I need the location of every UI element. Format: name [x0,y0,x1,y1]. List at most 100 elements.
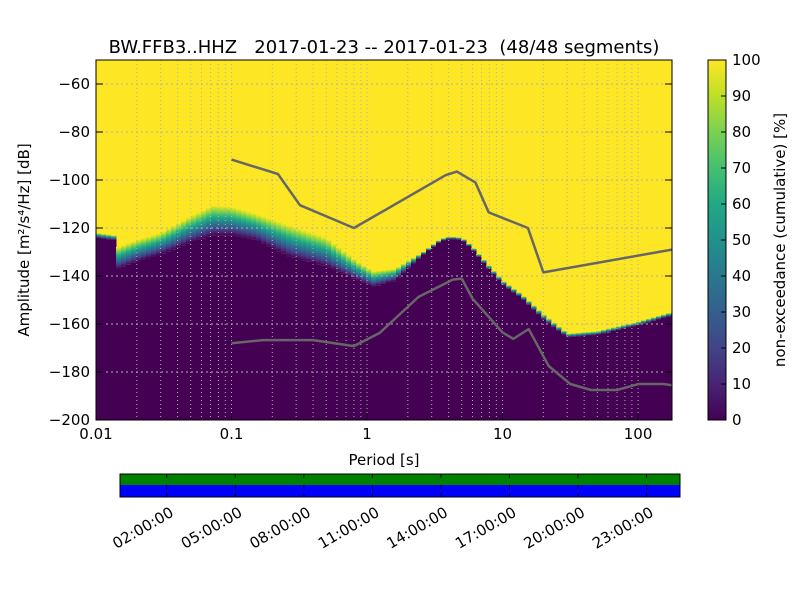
density-column-band [291,226,297,258]
density-column-low [431,246,437,420]
colorbar-tick-label: 70 [732,159,751,177]
density-column-band [651,317,657,321]
density-column-low [211,235,217,420]
colorbar: 0 10 20 30 40 50 60 70 80 90 100 non-exceedance (c… [707,51,789,429]
density-column-low [171,249,177,420]
density-column-low [466,246,472,420]
density-column-band [311,233,317,264]
density-column-band [516,292,522,296]
density-column-band [221,205,227,236]
density-column-low [616,329,622,420]
x-tick-label: 0.1 [220,425,244,443]
density-column-band [491,270,497,275]
density-column-band [161,231,167,254]
density-column-band [236,208,242,237]
density-column-low [606,332,612,420]
density-column-band [426,248,432,251]
density-column-band [396,266,402,278]
density-column-low [441,240,447,420]
density-column-low [96,237,102,420]
density-column-band [356,262,362,281]
density-column-low [226,235,232,420]
density-column-low [356,280,362,420]
density-column-low [121,266,127,420]
density-column-low [151,256,157,420]
density-column-low [636,325,642,420]
data-coverage-bar: 02:00:00 05:00:00 08:00:00 11:00:00 14:00:00… [109,473,681,553]
coverage-frame [119,473,681,498]
density-column-low [436,242,442,420]
density-column-band [341,251,347,274]
y-axis-label: Amplitude [m²/s⁴/Hz] [dB] [15,143,33,336]
density-column-band [606,328,612,333]
density-column-low [126,264,132,420]
density-column-low [236,236,242,420]
density-column-low [651,320,657,420]
density-column-band [391,268,397,282]
used-segments-strip [120,485,680,497]
data-availability-strip [120,474,680,485]
density-column-low [376,285,382,420]
density-column-band [186,217,192,244]
density-column-low [146,258,152,420]
density-column-band [531,305,537,310]
density-column-low [591,335,597,420]
density-column-low [576,336,582,420]
density-column-low [536,314,542,420]
density-column-low [166,251,172,420]
colorbar-tick-label: 40 [732,267,751,285]
density-column-low [601,333,607,420]
density-column-band [456,237,462,240]
density-column-band [571,333,577,337]
colorbar-tick-label: 30 [732,303,751,321]
density-column-low [156,255,162,420]
y-tick-label: −100 [49,171,90,189]
density-column-low [526,304,532,420]
density-column-band [141,237,147,260]
density-column-low [326,267,332,420]
density-column-band [546,318,552,324]
density-column-band [206,207,212,237]
density-column-low [571,336,577,420]
density-column-low [351,278,357,420]
density-column-low [366,284,372,420]
density-column-low [471,250,477,420]
density-column-low [331,269,337,420]
density-column-band [386,269,392,283]
density-column-low [421,254,427,420]
density-column-low [206,236,212,420]
density-column-low [521,299,527,420]
density-column-band [581,332,587,336]
density-column-low [276,251,282,420]
density-column-low [456,239,462,420]
density-column-low [371,286,377,420]
density-column-band [226,206,232,236]
density-column-low [281,253,287,420]
density-column-band [121,245,127,267]
y-tick-label: −200 [49,411,90,429]
density-column-low [496,279,502,420]
density-column-low [426,250,432,420]
density-column-band [561,330,567,335]
density-column-low [631,326,637,420]
x-tick-label: 100 [624,425,653,443]
density-column-band [266,218,272,247]
density-column-low [551,326,557,420]
density-column-band [371,271,377,287]
density-column-band [586,331,592,336]
density-column-band [251,213,257,240]
density-column-low [216,235,222,420]
density-column-low [661,318,667,420]
density-column-low [491,274,497,420]
density-column-band [601,329,607,334]
y-tick-label: −80 [58,123,90,141]
density-column-band [196,212,202,240]
coverage-tick-label: 11:00:00 [315,503,382,552]
density-column-low [621,328,627,420]
coverage-tick-label: 05:00:00 [178,503,245,552]
density-column-band [376,270,382,286]
density-column-low [506,288,512,420]
colorbar-tick-label: 60 [732,195,751,213]
density-column-low [396,277,402,420]
density-column-low [666,316,672,420]
